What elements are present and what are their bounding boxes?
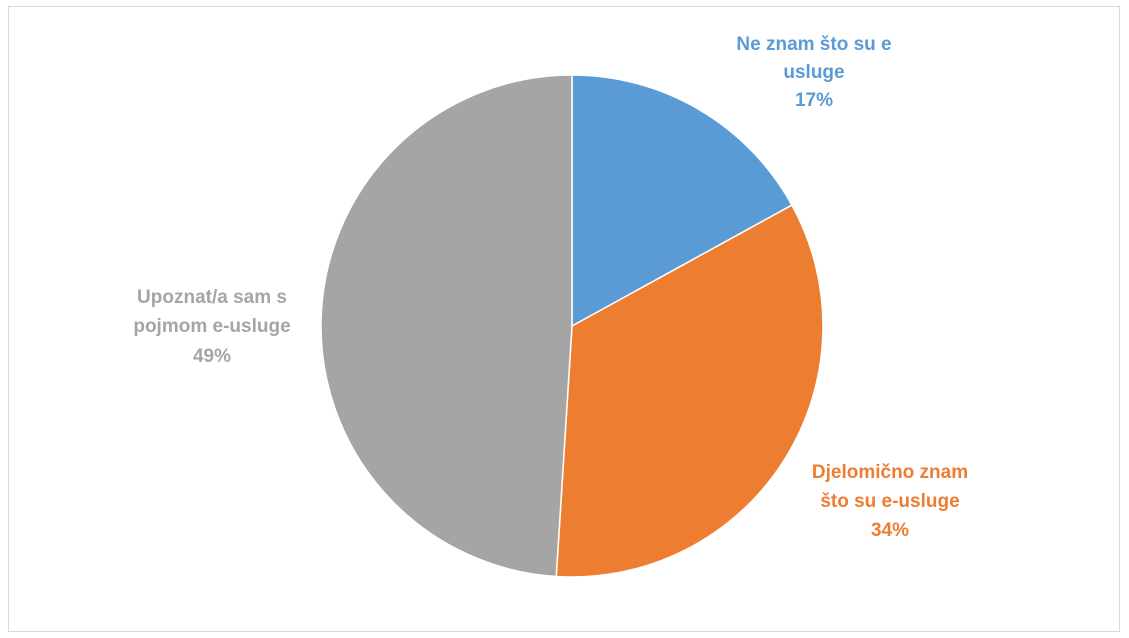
slice-label-upoznat: Upoznat/a sam s pojmom e-usluge 49% — [133, 287, 290, 367]
slice-label-0-percent: 17% — [795, 90, 833, 111]
slice-label-0-line-0: Ne znam što su e — [736, 34, 891, 55]
slice-label-2-line-0: Upoznat/a sam s — [137, 287, 287, 308]
slice-label-ne-znam: Ne znam što su e usluge 17% — [736, 34, 891, 111]
pie-slice-2 — [320, 74, 573, 578]
slice-label-1-percent: 34% — [871, 520, 909, 541]
slice-label-1-line-1: što su e-usluge — [820, 491, 959, 512]
slice-label-djelomicno: Djelomično znam što su e-usluge 34% — [812, 462, 968, 541]
slice-label-1-line-0: Djelomično znam — [812, 462, 968, 483]
slice-label-0-line-1: usluge — [783, 62, 844, 83]
pie-slice-0 — [571, 74, 793, 328]
pie-slices — [320, 74, 824, 578]
slice-label-2-percent: 49% — [193, 346, 231, 367]
pie-slice-1 — [555, 204, 824, 578]
slice-label-2-line-1: pojmom e-usluge — [133, 316, 290, 337]
